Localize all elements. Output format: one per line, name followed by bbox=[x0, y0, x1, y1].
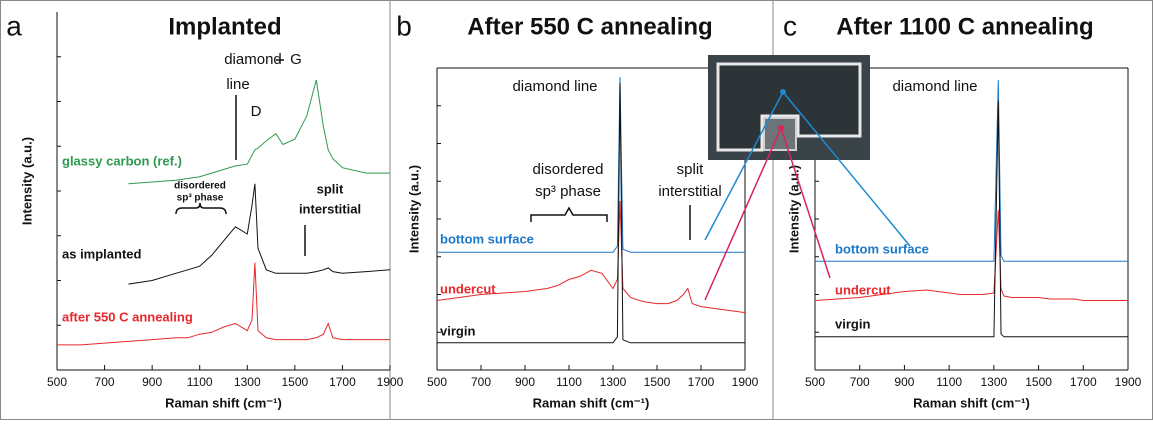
panel-label: b bbox=[396, 10, 412, 41]
annotation: diamond line bbox=[892, 78, 977, 95]
x-tick-label: 1300 bbox=[600, 375, 627, 389]
x-axis-label: Raman shift (cm⁻¹) bbox=[533, 395, 650, 410]
series-label: virgin bbox=[440, 323, 475, 338]
series-label: bottom surface bbox=[835, 241, 929, 256]
annotation: disordered bbox=[174, 181, 226, 192]
x-tick-label: 1700 bbox=[688, 375, 715, 389]
x-tick-label: 1900 bbox=[377, 375, 404, 389]
y-axis-label: Intensity (a.u.) bbox=[406, 165, 421, 253]
x-tick-label: 700 bbox=[95, 375, 115, 389]
inset-connector bbox=[782, 91, 911, 247]
panel-title: Implanted bbox=[168, 13, 281, 40]
series-label: bottom surface bbox=[440, 231, 534, 246]
inset-connector bbox=[780, 127, 831, 279]
x-tick-label: 1700 bbox=[1070, 375, 1097, 389]
x-tick-label: 700 bbox=[850, 375, 870, 389]
x-tick-label: 1700 bbox=[329, 375, 356, 389]
spectrum bbox=[437, 83, 745, 344]
series-label: virgin bbox=[835, 316, 870, 331]
x-tick-label: 700 bbox=[471, 375, 491, 389]
y-axis-label: Intensity (a.u.) bbox=[786, 165, 801, 253]
spectrum bbox=[437, 77, 745, 253]
annotation-lines bbox=[175, 59, 691, 256]
series-label: as implanted bbox=[62, 246, 142, 261]
x-tick-label: 1900 bbox=[732, 375, 759, 389]
spectrum bbox=[57, 262, 390, 346]
panel-title: After 1100 C annealing bbox=[836, 13, 1093, 40]
x-tick-label: 1100 bbox=[556, 375, 582, 389]
annotation: diamond bbox=[224, 51, 282, 68]
x-tick-label: 900 bbox=[894, 375, 914, 389]
series-label: undercut bbox=[835, 282, 891, 297]
spectrum bbox=[814, 209, 1128, 301]
inset-dot bbox=[780, 89, 786, 95]
x-tick-label: 1900 bbox=[1115, 375, 1142, 389]
annotation: sp³ phase bbox=[177, 193, 224, 204]
y-axis-label: Intensity (a.u.) bbox=[19, 137, 34, 225]
annotation: split bbox=[317, 181, 344, 196]
x-tick-label: 1100 bbox=[187, 375, 213, 389]
x-tick-label: 1500 bbox=[1025, 375, 1052, 389]
x-tick-label: 900 bbox=[142, 375, 162, 389]
annotation: interstitial bbox=[658, 183, 721, 200]
annotation: disordered bbox=[533, 161, 604, 178]
annotation: D bbox=[251, 103, 262, 120]
x-tick-label: 900 bbox=[515, 375, 535, 389]
x-tick-label: 1500 bbox=[282, 375, 309, 389]
spectrum bbox=[815, 101, 1128, 338]
annotation: interstitial bbox=[299, 201, 361, 216]
inset-connector bbox=[704, 91, 784, 241]
inset-dot bbox=[778, 125, 784, 131]
annotation: G bbox=[290, 51, 302, 68]
x-axis-label: Raman shift (cm⁻¹) bbox=[913, 395, 1030, 410]
x-tick-label: 1500 bbox=[644, 375, 671, 389]
x-tick-label: 1300 bbox=[981, 375, 1008, 389]
sem-inset bbox=[708, 55, 870, 160]
x-tick-label: 500 bbox=[805, 375, 825, 389]
x-tick-label: 1100 bbox=[936, 375, 962, 389]
annotation: line bbox=[226, 76, 249, 93]
inset-connector bbox=[704, 127, 782, 301]
annotation: split bbox=[677, 161, 705, 178]
spectrum bbox=[436, 200, 746, 314]
x-axis-label: Raman shift (cm⁻¹) bbox=[165, 395, 282, 410]
x-tick-label: 500 bbox=[427, 375, 447, 389]
panel-label: a bbox=[6, 10, 22, 41]
spectrum bbox=[128, 183, 391, 285]
series-label: after 550 C annealing bbox=[62, 309, 193, 324]
series-label: glassy carbon (ref.) bbox=[62, 153, 182, 168]
annotation: sp³ phase bbox=[535, 183, 601, 200]
panel-label: c bbox=[783, 10, 797, 41]
series-label: undercut bbox=[440, 281, 496, 296]
spectrum bbox=[815, 80, 1128, 262]
x-tick-label: 500 bbox=[47, 375, 67, 389]
panel-title: After 550 C annealing bbox=[467, 13, 712, 40]
annotation: diamond line bbox=[512, 78, 597, 95]
x-tick-label: 1300 bbox=[234, 375, 261, 389]
spectrum bbox=[128, 79, 390, 185]
